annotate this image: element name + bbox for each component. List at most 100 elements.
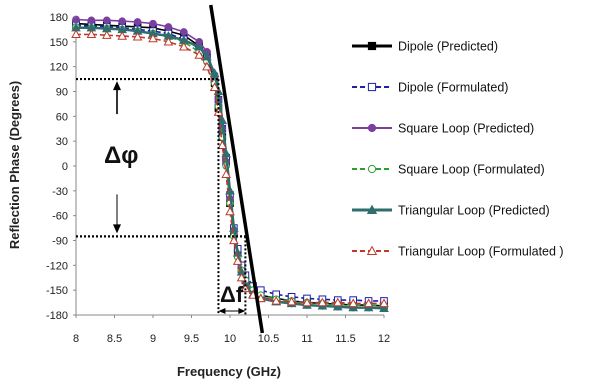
data-point [71,29,81,39]
x-tick-label: 12 [378,333,390,345]
x-tick-label: 9.5 [184,333,199,345]
data-point [132,31,143,41]
legend-label: Square Loop (Formulated) [398,163,545,177]
legend-item: Triangular Loop (Predicted) [352,204,550,218]
data-point [86,29,97,39]
y-axis-title: Reflection Phase (Degrees) [7,81,22,249]
series-line [76,33,384,305]
arrowhead [238,308,246,314]
arrowhead [113,224,121,234]
y-tick-label: 0 [62,161,68,173]
y-tick-label: -120 [46,260,68,272]
arrowhead [113,81,121,91]
data-point [202,61,212,71]
legend-label: Dipole (Formulated) [398,81,508,95]
data-point [229,235,239,245]
legend-label: Square Loop (Predicted) [398,122,534,136]
data-point [225,206,235,216]
y-tick-label: -150 [46,285,68,297]
legend-item: Square Loop (Formulated) [352,163,545,177]
data-point [348,302,359,312]
x-tick-label: 11 [301,333,312,345]
series-line [75,24,384,302]
data-point [194,50,205,59]
data-point [149,19,157,28]
data-point [194,41,205,51]
data-point [209,82,220,92]
data-point [367,123,377,133]
data-point [236,272,247,282]
x-tick-label: 9 [150,333,156,345]
data-point [133,18,142,26]
data-point [302,297,312,307]
x-axis-title: Frequency (GHz) [177,364,281,379]
legend-item: Dipole (Formulated) [352,81,508,95]
annotations [76,4,265,334]
y-tick-label: -90 [52,236,68,248]
data-point [366,204,378,214]
data-point [366,245,378,255]
data-point [332,301,343,311]
data-point [317,297,328,307]
data-point [221,169,231,178]
data-point [118,17,126,25]
data-point [180,28,188,36]
y-tick-label: -60 [52,211,68,223]
data-point [379,303,389,313]
y-axis-ticks: 180 150 120 90 60 30 0 -30 -60 -90 -120 -150 -180 [46,12,76,322]
data-point [240,283,251,293]
data-point [178,41,189,51]
data-point [117,31,128,40]
data-point [164,23,173,31]
data-point [202,51,212,61]
x-tick-label: 8.5 [107,333,122,345]
data-point [367,82,377,92]
y-tick-label: 180 [50,12,68,24]
series-5 [71,29,389,308]
delta-phi-label: Δφ [104,142,138,169]
data-point [103,16,111,25]
data-point [87,16,96,25]
data-point [217,115,228,125]
y-tick-label: 150 [50,37,68,49]
x-tick-label: 10.5 [258,333,279,345]
legend: Dipole (Predicted) Dipole (Formulated) Squ… [352,40,564,259]
data-point [367,164,377,174]
legend-label: Dipole (Predicted) [398,40,498,54]
data-point [232,256,243,265]
data-point [363,298,374,308]
x-tick-label: 8 [73,333,79,345]
x-tick-label: 10 [224,333,236,345]
y-tick-label: -180 [46,310,68,322]
data-point [148,33,158,43]
data-point [286,296,297,306]
data-point [348,298,359,308]
y-tick-label: 30 [56,136,68,148]
plot-area [71,4,389,334]
y-tick-label: -30 [52,186,68,198]
arrowhead [218,308,226,314]
data-point [363,302,374,312]
data-point [101,30,112,39]
data-point [379,298,389,308]
x-axis-ticks: 8 8.5 9 9.5 10 10.5 11 11.5 12 [73,315,390,345]
data-point [367,41,377,51]
data-point [332,297,343,307]
data-point [271,295,282,305]
data-point [221,148,231,158]
x-tick-label: 11.5 [335,333,356,345]
y-tick-label: 120 [50,62,68,74]
data-point [163,36,174,46]
legend-item: Dipole (Predicted) [352,40,498,54]
y-tick-label: 60 [56,111,68,123]
data-point [209,68,220,77]
legend-item: Square Loop (Predicted) [352,122,534,136]
data-point [217,140,228,149]
legend-label: Triangular Loop (Formulated ) [398,245,564,259]
delta-f-label: Δf [220,282,244,307]
legend-item: Triangular Loop (Formulated ) [352,245,564,259]
y-tick-label: 90 [56,87,68,99]
legend-label: Triangular Loop (Predicted) [398,204,550,218]
slope-line [209,4,265,334]
